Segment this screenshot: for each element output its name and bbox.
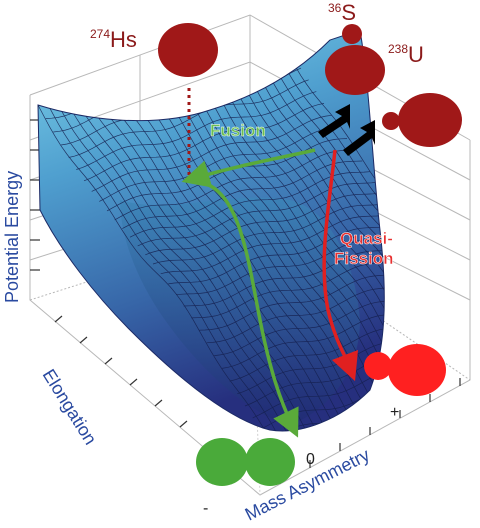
mesh-line-a xyxy=(259,37,385,371)
label-s-mass: 36 xyxy=(328,1,342,15)
mesh-line-b xyxy=(191,248,385,319)
label-s: 36S xyxy=(328,0,356,25)
mesh-line-a xyxy=(194,56,385,394)
mesh-line-a xyxy=(176,63,385,401)
entry-dinuclear-system xyxy=(382,93,462,147)
fusion-arrow-horizontal xyxy=(181,148,316,188)
mesh-line-b xyxy=(214,279,385,356)
mesh-line-b xyxy=(91,114,332,192)
label-u-symbol: U xyxy=(408,42,424,67)
fusion-arrow-descent xyxy=(199,180,299,438)
mesh-line-b xyxy=(198,258,385,331)
mesh-line-a xyxy=(83,95,315,427)
mesh-line-a xyxy=(46,103,278,431)
mesh-line-b xyxy=(152,201,385,265)
potential-surface xyxy=(37,29,385,432)
mesh-line-b xyxy=(137,181,378,247)
mesh-line-b xyxy=(83,103,325,182)
mesh-line-b xyxy=(68,79,309,158)
mesh-line-b xyxy=(145,191,385,256)
mesh-line-b xyxy=(122,160,363,229)
label-quasi: Quasi- xyxy=(340,229,393,248)
tick-plus: + xyxy=(390,404,399,421)
mesh-line-b xyxy=(175,229,385,296)
mesh-line-a xyxy=(277,33,385,366)
mesh-line-a xyxy=(120,84,352,419)
label-hs: 274Hs xyxy=(90,27,137,52)
axis-label-elongation: Elongation xyxy=(39,366,101,449)
mesh-line-b xyxy=(114,149,355,221)
label-hs-symbol: Hs xyxy=(110,27,137,52)
axis-label-potential-energy: Potential Energy xyxy=(2,171,22,303)
fusion-fission-fragments xyxy=(196,438,295,486)
mesh-line-b xyxy=(168,220,385,285)
mesh-line-a xyxy=(240,41,385,377)
mesh-line-b xyxy=(267,368,385,431)
label-u-mass: 238 xyxy=(388,42,408,56)
label-u: 238U xyxy=(388,42,424,67)
mesh-line-b xyxy=(99,126,340,202)
quasi-fission-arrow xyxy=(322,149,359,382)
mesh-line-b xyxy=(221,291,385,369)
label-fission: Fission xyxy=(334,249,394,268)
tick-minus: - xyxy=(203,500,208,517)
entry-channel-arrows xyxy=(318,104,375,156)
mesh-line-a xyxy=(111,87,343,421)
surface-valley xyxy=(120,197,360,425)
mesh-line-a xyxy=(148,73,380,411)
quasi-fission-fragments xyxy=(364,344,446,396)
mesh-line-a xyxy=(157,70,385,408)
mesh-line-a xyxy=(38,104,269,431)
label-s-symbol: S xyxy=(341,0,356,25)
label-hs-mass: 274 xyxy=(90,27,110,41)
mesh-line-a xyxy=(139,77,370,414)
mesh-line-b xyxy=(129,171,371,238)
mesh-line-a xyxy=(249,39,385,374)
mesh-line-a xyxy=(56,101,287,431)
mesh-line-b xyxy=(160,211,385,275)
tick-zero: 0 xyxy=(306,451,315,468)
label-fusion: Fusion xyxy=(210,121,266,140)
mesh-line-b xyxy=(76,91,317,170)
mesh-line-a xyxy=(185,59,385,398)
entry-arrow-2 xyxy=(343,120,375,156)
projectile-s xyxy=(342,24,362,44)
entry-arrow-1 xyxy=(318,104,350,138)
target-u xyxy=(325,45,385,95)
mesh-line-a xyxy=(166,66,385,405)
mesh-line-a xyxy=(102,89,333,424)
mesh-line-a xyxy=(203,52,385,391)
compound-nucleus-hs xyxy=(158,23,218,77)
energy-axis-ticks xyxy=(30,119,40,271)
